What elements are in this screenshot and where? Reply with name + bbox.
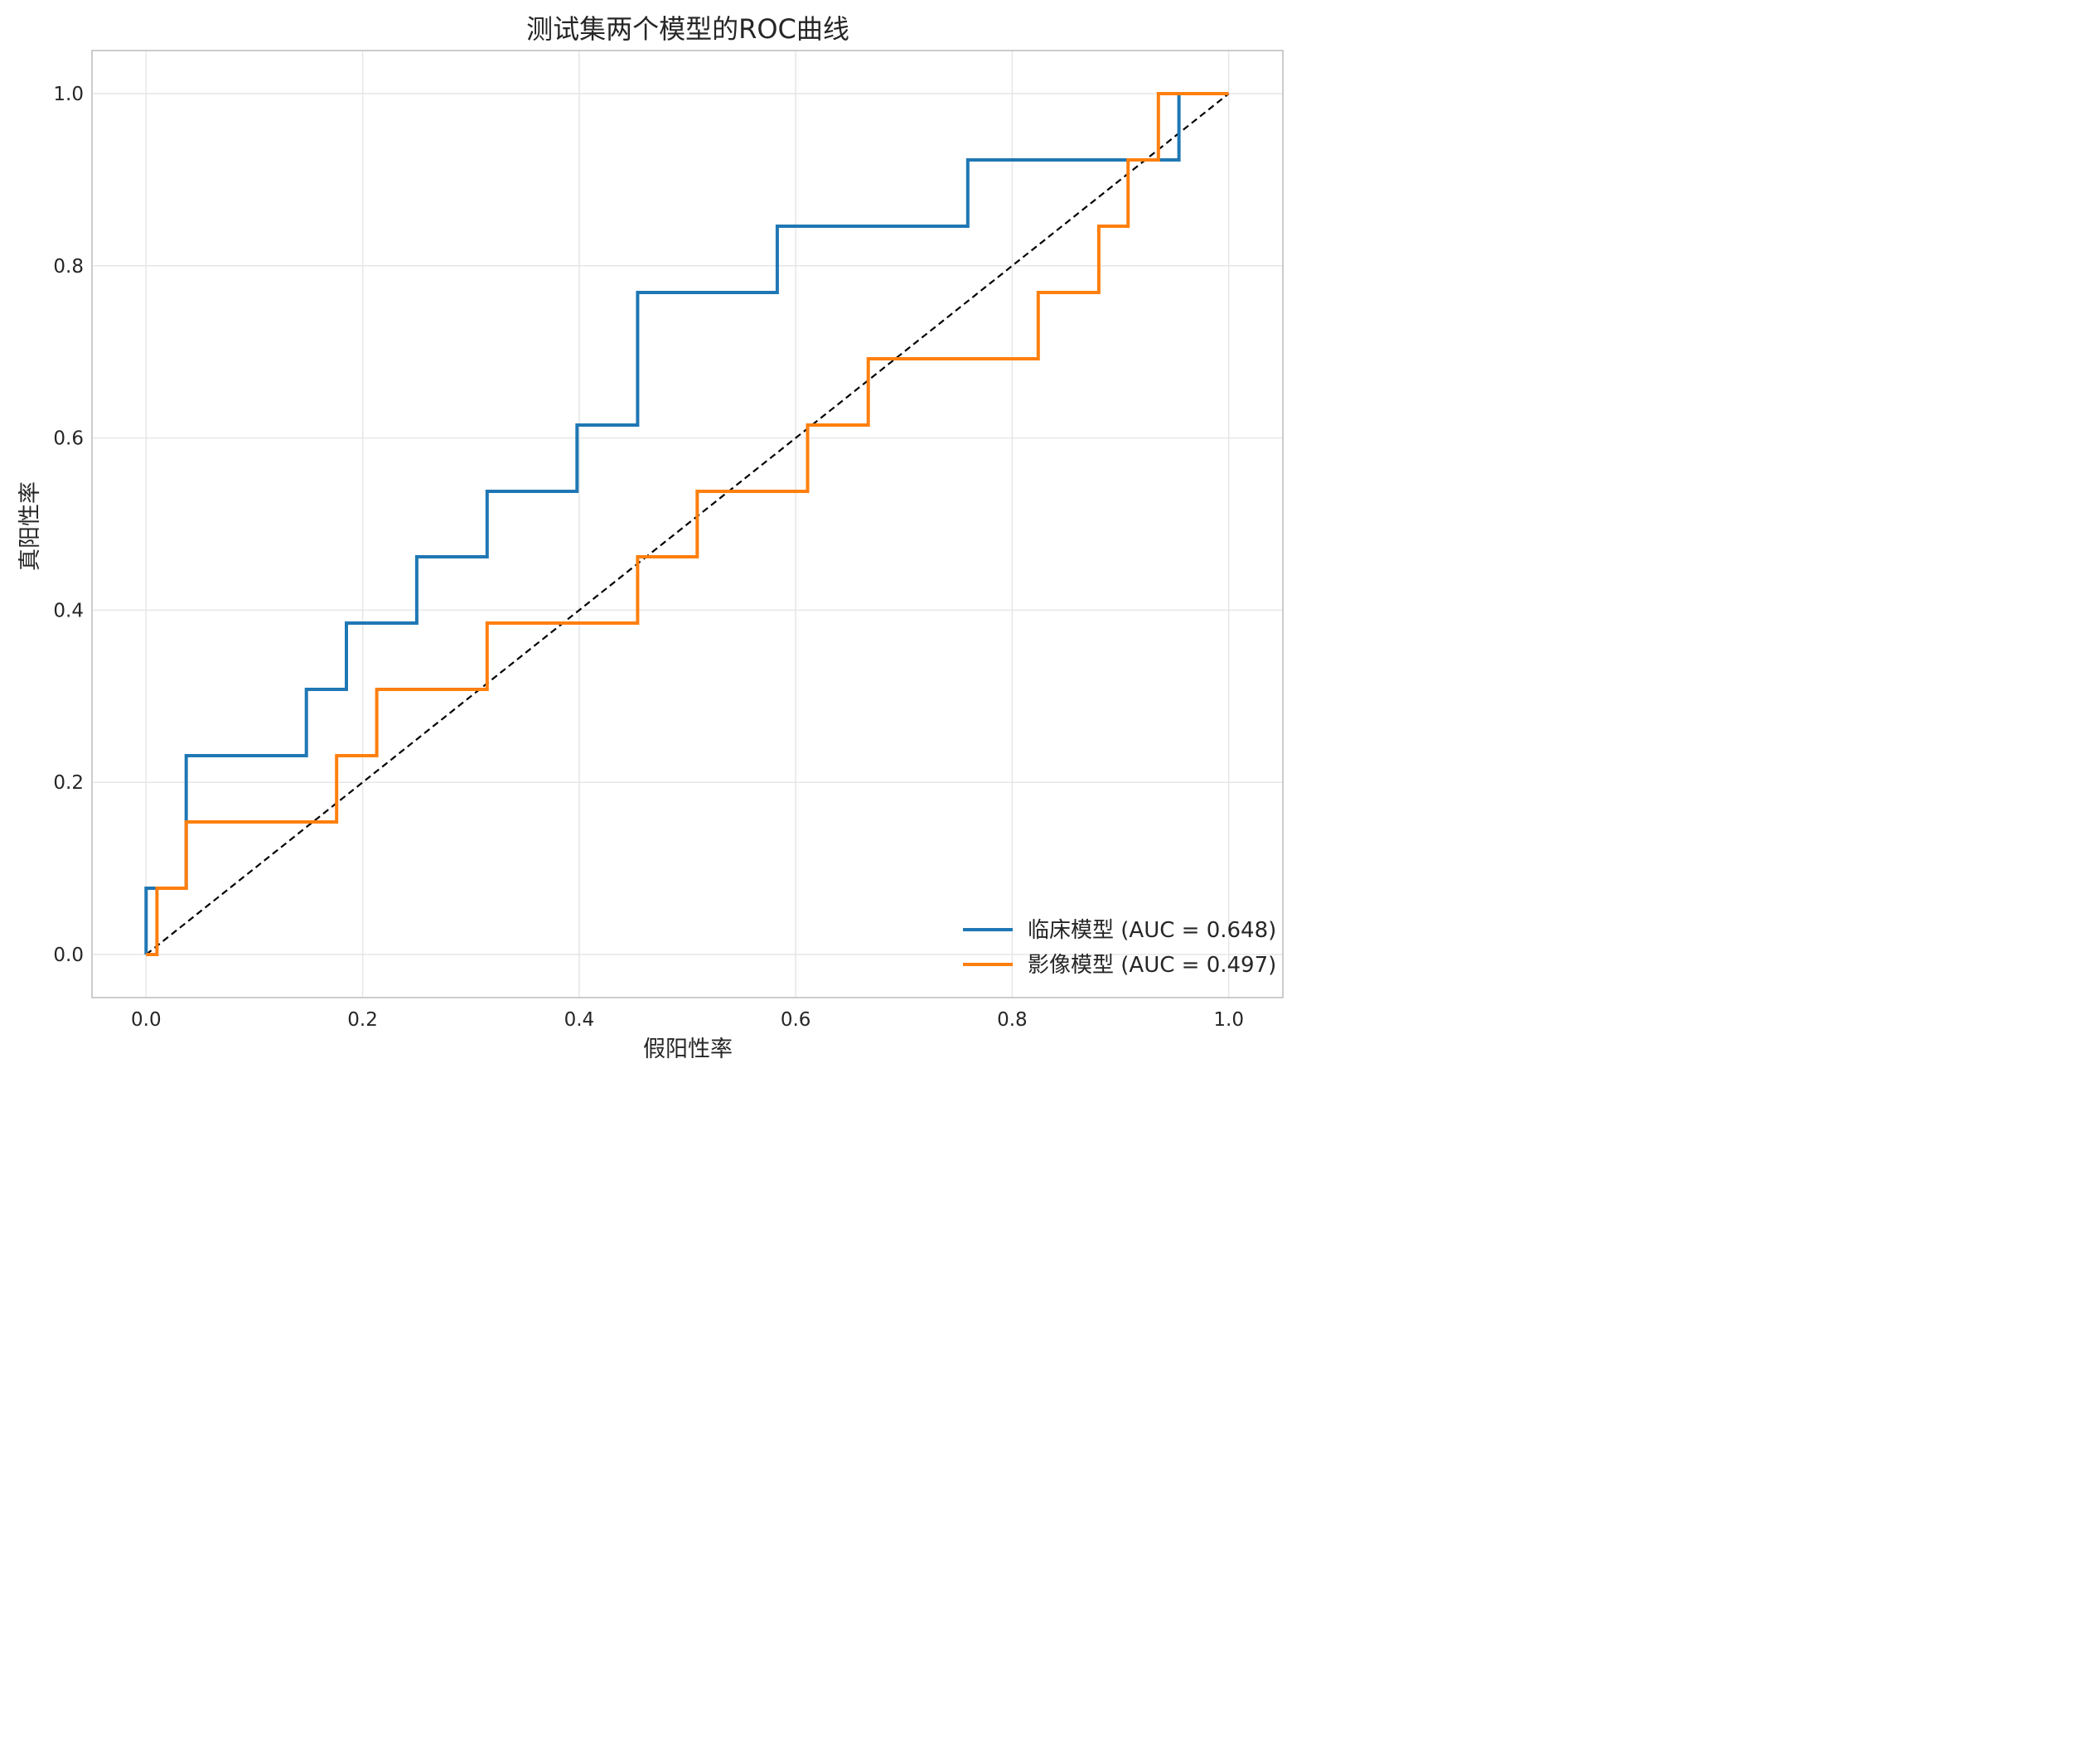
y-tick-label: 0.2: [53, 772, 84, 794]
legend-label: 影像模型 (AUC = 0.497): [1028, 953, 1276, 978]
series-layer: [144, 92, 1229, 956]
y-axis-label: 真阳性率: [17, 481, 43, 571]
x-tick-label: 0.8: [997, 1009, 1028, 1031]
x-axis-label: 假阳性率: [643, 1037, 733, 1062]
y-tick-labels: 0.0 0.2 0.4 0.6 0.8 1.0: [53, 84, 84, 966]
roc-chart: 测试集两个模型的ROC曲线 0.0 0.2 0.4 0.6 0.8 1.0 0.00.20…: [17, 13, 1284, 1062]
y-tick-label: 0.4: [53, 600, 84, 621]
x-tick-labels: 0.0 0.2 0.4 0.6 0.8 1.0: [131, 1009, 1244, 1031]
y-tick-label: 0.6: [53, 428, 84, 450]
series-line-2: [146, 92, 1229, 956]
reference-diagonal-line: [145, 93, 1230, 955]
y-tick-label: 1.0: [53, 84, 84, 105]
x-tick-label: 1.0: [1213, 1009, 1244, 1031]
reference-line-layer: [145, 93, 1230, 955]
legend: 临床模型 (AUC = 0.648) 影像模型 (AUC = 0.497): [963, 918, 1276, 978]
x-tick-label: 0.0: [131, 1009, 162, 1031]
legend-label: 临床模型 (AUC = 0.648): [1028, 918, 1276, 943]
y-tick-label: 0.8: [53, 256, 84, 278]
chart-title: 测试集两个模型的ROC曲线: [526, 13, 849, 45]
grid: [92, 51, 1283, 998]
x-tick-label: 0.6: [781, 1009, 811, 1031]
x-tick-label: 0.2: [347, 1009, 378, 1031]
y-tick-label: 0.0: [53, 945, 84, 966]
x-tick-label: 0.4: [564, 1009, 595, 1031]
series-line-1: [144, 94, 1181, 955]
plot-frame: [91, 50, 1284, 998]
